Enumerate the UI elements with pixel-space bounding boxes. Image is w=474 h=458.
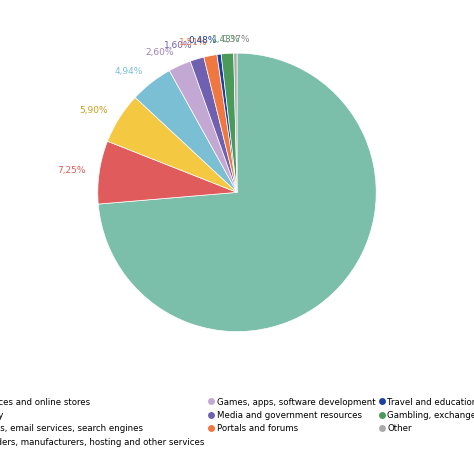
Wedge shape bbox=[221, 53, 237, 192]
Text: 72,93%: 72,93% bbox=[285, 249, 322, 259]
Wedge shape bbox=[135, 71, 237, 192]
Text: 2,60%: 2,60% bbox=[146, 48, 174, 57]
Text: 5,90%: 5,90% bbox=[79, 106, 108, 115]
Wedge shape bbox=[234, 53, 237, 192]
Text: 0,37%: 0,37% bbox=[221, 35, 249, 44]
Text: 0,48%: 0,48% bbox=[189, 36, 217, 45]
Wedge shape bbox=[190, 57, 237, 192]
Legend: Financial services and online stores, Cryptocurrency, Social networks, email ser: Financial services and online stores, Cr… bbox=[0, 395, 474, 449]
Wedge shape bbox=[108, 98, 237, 192]
Text: 1,60%: 1,60% bbox=[164, 41, 193, 50]
Text: 1,43%: 1,43% bbox=[212, 35, 241, 44]
Wedge shape bbox=[98, 141, 237, 204]
Wedge shape bbox=[204, 55, 237, 192]
Text: 1,51%: 1,51% bbox=[179, 38, 208, 47]
Wedge shape bbox=[217, 54, 237, 192]
Wedge shape bbox=[169, 61, 237, 192]
Text: 7,25%: 7,25% bbox=[57, 166, 85, 174]
Text: 4,94%: 4,94% bbox=[114, 67, 143, 76]
Wedge shape bbox=[98, 53, 376, 332]
